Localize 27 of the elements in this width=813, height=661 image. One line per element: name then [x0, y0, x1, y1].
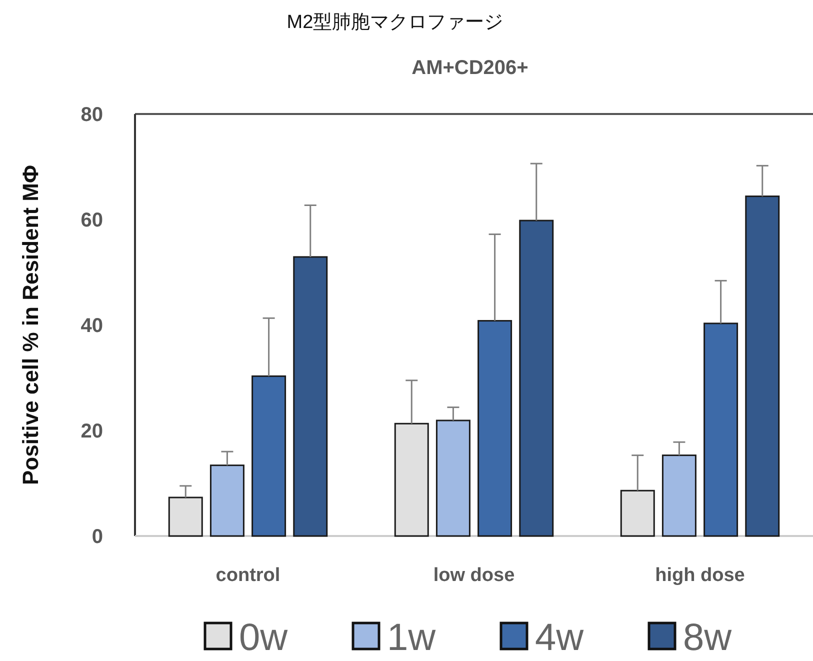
y-tick-label: 40 — [80, 315, 103, 337]
bar — [478, 320, 512, 537]
bar — [519, 220, 554, 537]
bar — [394, 422, 429, 537]
bar — [745, 196, 780, 537]
bar — [168, 496, 203, 537]
x-tick-label: low dose — [433, 565, 515, 586]
bar — [252, 375, 286, 537]
bar — [704, 322, 738, 537]
y-axis-title: Positive cell % in Resident MΦ — [18, 164, 43, 486]
bar — [210, 464, 244, 537]
bar — [662, 454, 696, 537]
x-tick-label: high dose — [655, 565, 745, 586]
chart-subtitle: AM+CD206+ — [412, 57, 528, 79]
y-tick-label: 20 — [80, 420, 103, 442]
x-tick-label: control — [216, 565, 280, 586]
y-tick-label: 80 — [80, 104, 103, 126]
legend-label: 4w — [535, 617, 584, 659]
y-tick-label: 0 — [92, 526, 103, 548]
bar — [293, 256, 328, 537]
bar — [620, 490, 655, 537]
legend-label: 0w — [239, 617, 288, 659]
chart-title: M2型肺胞マクロファージ — [286, 12, 504, 33]
bar — [436, 420, 470, 537]
legend-label: 1w — [387, 617, 436, 659]
legend-label: 8w — [683, 617, 732, 659]
y-tick-label: 60 — [80, 210, 103, 232]
